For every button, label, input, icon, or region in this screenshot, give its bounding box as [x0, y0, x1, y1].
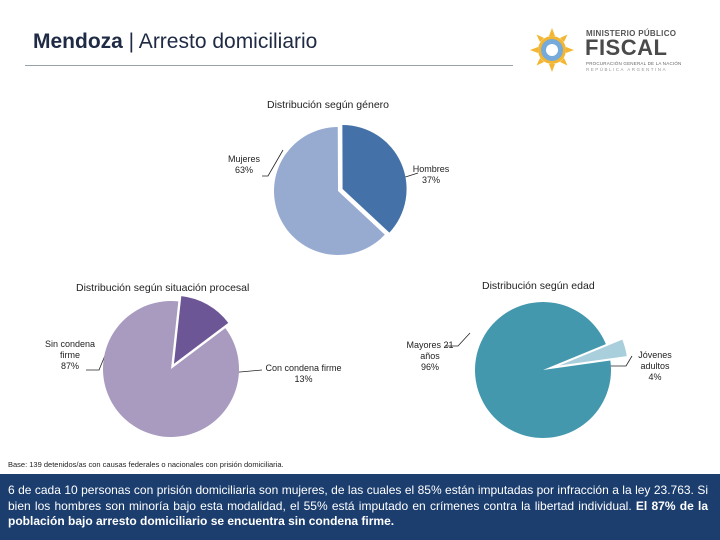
leader-line-mayores	[445, 332, 471, 347]
page-title: Mendoza | Arresto domiciliario	[33, 30, 317, 54]
slice-label-sin-condena-line2: firme	[60, 350, 80, 360]
pie-chart-genero	[274, 124, 407, 256]
sun-emblem-icon	[530, 28, 574, 72]
slice-label-hombres-name: Hombres	[412, 164, 450, 174]
pie-slice-hombres	[342, 124, 407, 233]
slice-label-jovenes-line1: Jóvenes	[638, 350, 672, 360]
slice-label-con-condena: Con condena firme 13%	[256, 363, 351, 385]
slice-label-con-condena-value: 13%	[294, 374, 313, 384]
slice-label-mujeres: Mujeres 63%	[226, 154, 262, 176]
pie-slice-con-condena	[173, 296, 229, 364]
pie-chart-situacion	[102, 296, 240, 437]
footer-text: 6 de cada 10 personas con prisión domici…	[8, 483, 708, 530]
slice-label-jovenes: Jóvenes adultos 4%	[627, 350, 683, 383]
footnote: Base: 139 detenidos/as con causas federa…	[8, 460, 284, 469]
logo-line-republica: REPÚBLICA ARGENTINA	[586, 67, 668, 72]
leader-line-jovenes	[610, 355, 633, 367]
pie-chart-edad	[475, 302, 627, 439]
slice-label-sin-condena: Sin condena firme 87%	[38, 339, 102, 372]
slice-label-mayores: Mayores 21 años 96%	[400, 340, 460, 373]
page-title-region: Mendoza	[33, 30, 123, 53]
pie-charts	[86, 124, 633, 439]
slice-label-jovenes-line2: adultos	[640, 361, 670, 371]
page-title-topic: | Arresto domiciliario	[122, 30, 318, 53]
pie-slice-jovenes	[559, 339, 627, 366]
pie-slice-mayores	[475, 302, 612, 439]
slice-label-mujeres-value: 63%	[234, 165, 253, 175]
chart-title-situacion: Distribución según situación procesal	[76, 282, 250, 294]
slice-label-mayores-line1: Mayores 21	[406, 340, 454, 350]
footer-text-bold: El 87% de la población bajo arresto domi…	[8, 498, 708, 529]
pie-slice-mujeres	[274, 127, 385, 256]
slice-label-sin-condena-line1: Sin condena	[44, 339, 96, 349]
logo-line-ministerio: MINISTERIO PÚBLICO	[586, 29, 677, 38]
slice-label-jovenes-value: 4%	[648, 372, 662, 382]
slice-label-hombres-value: 37%	[421, 175, 440, 185]
leader-line-mujeres	[262, 149, 284, 177]
slice-label-mujeres-name: Mujeres	[227, 154, 260, 164]
slice-label-con-condena-name: Con condena firme	[265, 363, 342, 373]
fiscal-logo: MINISTERIO PÚBLICO FISCAL PROCURACIÓN GE…	[528, 25, 698, 80]
slice-label-mayores-value: 96%	[420, 362, 439, 372]
footer-banner	[0, 474, 720, 540]
slice-label-mayores-line2: años	[420, 351, 440, 361]
logo-line-fiscal: FISCAL	[585, 35, 668, 60]
title-divider	[25, 65, 513, 66]
pie-slice-sin-condena	[102, 300, 240, 437]
logo-line-procuracion: PROCURACIÓN GENERAL DE LA NACIÓN	[586, 61, 682, 66]
slice-label-sin-condena-value: 87%	[60, 361, 79, 371]
slice-label-hombres: Hombres 37%	[406, 164, 456, 186]
footer-text-main: 6 de cada 10 personas con prisión domici…	[8, 483, 708, 513]
chart-title-edad: Distribución según edad	[482, 280, 595, 292]
chart-title-genero: Distribución según género	[267, 99, 389, 111]
